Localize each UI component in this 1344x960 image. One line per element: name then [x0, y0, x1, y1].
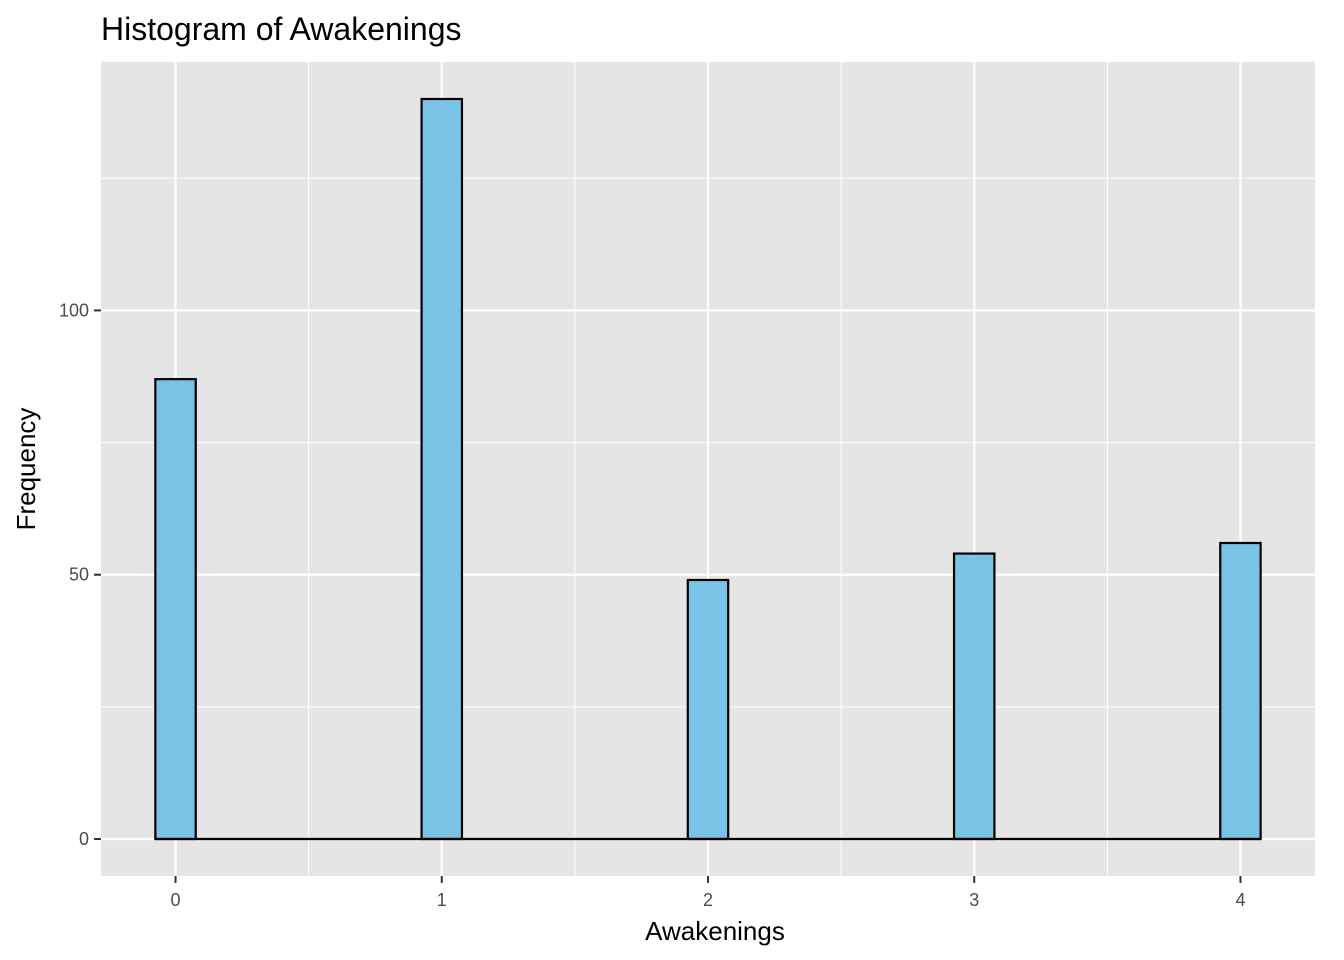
x-tick-label: 3 [969, 890, 979, 910]
x-tick-label: 4 [1235, 890, 1245, 910]
x-axis-title: Awakenings [645, 916, 785, 946]
y-tick-label: 50 [69, 565, 89, 585]
histogram-bar-0 [154, 378, 197, 841]
x-tick-label: 2 [703, 890, 713, 910]
x-tick-label: 1 [437, 890, 447, 910]
y-tick-label: 100 [59, 300, 89, 320]
histogram-bar-1 [420, 97, 464, 841]
histogram-bars [154, 97, 1262, 841]
y-tick-label: 0 [79, 829, 89, 849]
histogram-bar-2 [686, 578, 730, 841]
x-tick-label: 0 [171, 890, 181, 910]
y-axis-title: Frequency [11, 408, 41, 531]
y-axis: 0 50 100 [59, 300, 101, 849]
histogram-bar-4 [1219, 541, 1262, 841]
chart-title: Histogram of Awakenings [101, 11, 461, 47]
x-axis: 0 1 2 3 4 [171, 876, 1245, 910]
histogram-bar-3 [952, 552, 996, 841]
